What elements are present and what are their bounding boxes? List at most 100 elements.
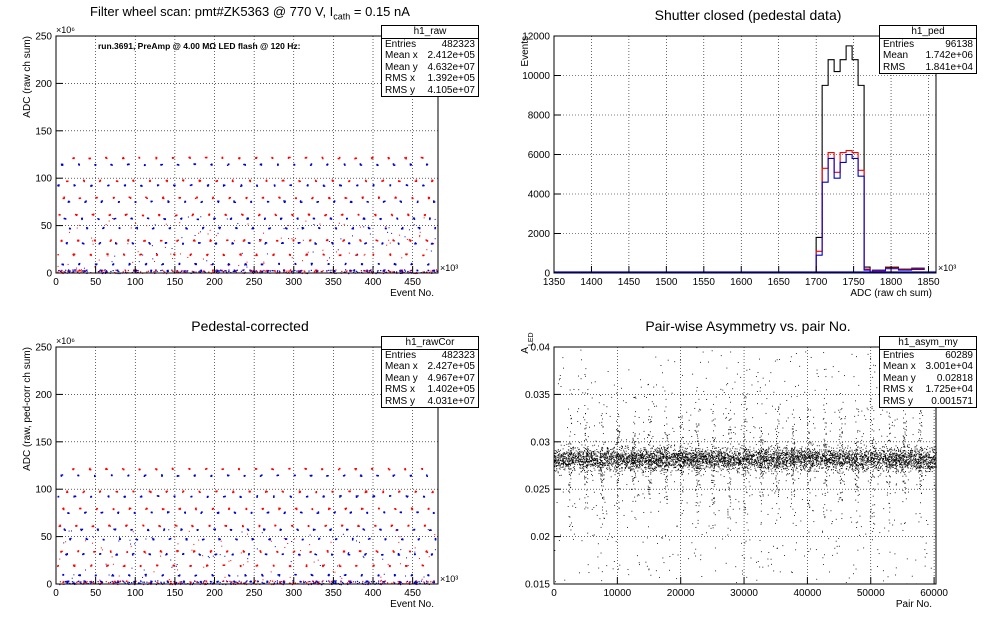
data-point xyxy=(264,491,267,493)
y-tick-label: 10000 xyxy=(522,71,550,82)
data-point xyxy=(297,529,299,531)
data-point xyxy=(100,582,102,584)
data-point xyxy=(275,214,277,217)
data-point xyxy=(798,465,800,467)
data-point xyxy=(397,554,400,556)
data-point xyxy=(210,474,213,477)
data-point xyxy=(410,269,412,271)
data-point xyxy=(61,550,63,553)
data-point xyxy=(203,580,206,582)
data-point xyxy=(207,184,210,186)
data-point xyxy=(84,512,86,514)
data-point xyxy=(91,237,93,239)
data-point xyxy=(398,490,401,492)
data-point xyxy=(354,468,356,470)
data-point xyxy=(924,459,926,461)
data-point xyxy=(895,464,897,466)
data-point xyxy=(113,218,115,220)
data-point xyxy=(335,538,338,540)
data-point xyxy=(402,226,404,229)
data-point xyxy=(289,467,291,470)
data-point xyxy=(414,242,416,245)
data-point xyxy=(801,455,803,457)
data-point xyxy=(119,580,122,582)
data-point xyxy=(162,197,164,199)
data-point xyxy=(77,474,79,477)
data-point xyxy=(125,525,127,527)
data-point xyxy=(698,452,700,454)
data-point xyxy=(91,525,93,528)
data-point xyxy=(621,452,623,454)
data-point xyxy=(786,470,788,472)
data-point xyxy=(318,227,320,229)
data-point xyxy=(256,496,258,498)
data-point xyxy=(433,581,435,584)
data-point xyxy=(116,180,119,183)
data-point xyxy=(923,462,925,464)
data-point xyxy=(322,184,325,187)
data-point xyxy=(617,467,619,469)
data-point xyxy=(114,242,117,245)
data-point xyxy=(238,468,240,471)
data-point xyxy=(753,461,754,463)
data-point xyxy=(98,271,101,273)
data-point xyxy=(266,271,269,274)
data-point xyxy=(265,180,267,182)
data-point xyxy=(189,184,192,187)
data-point xyxy=(392,239,394,242)
x-tick-label: 300 xyxy=(285,588,302,599)
data-point xyxy=(60,475,63,477)
data-point xyxy=(385,271,387,273)
data-point xyxy=(431,179,433,181)
data-point xyxy=(238,265,240,267)
data-point xyxy=(381,579,383,581)
plot-frame xyxy=(55,35,439,274)
data-point xyxy=(393,575,396,577)
data-point xyxy=(200,512,202,514)
data-point xyxy=(363,218,366,220)
data-point xyxy=(815,460,817,462)
data-point xyxy=(387,231,389,233)
data-point xyxy=(644,467,646,469)
data-point xyxy=(293,550,296,553)
data-point xyxy=(335,251,337,253)
data-point xyxy=(832,459,834,461)
data-point xyxy=(599,456,601,458)
data-point xyxy=(619,465,621,467)
data-point xyxy=(299,555,301,557)
data-point xyxy=(276,582,279,584)
y-tick-label: 4000 xyxy=(528,190,551,201)
data-point xyxy=(785,453,787,455)
x-tick-label: 1750 xyxy=(842,277,865,288)
data-point xyxy=(296,528,299,531)
data-point xyxy=(138,468,141,471)
data-point xyxy=(298,271,300,273)
data-point xyxy=(75,214,78,216)
data-point xyxy=(744,457,746,459)
data-point xyxy=(305,565,308,568)
data-point xyxy=(210,163,212,166)
data-point xyxy=(114,529,116,531)
data-point xyxy=(745,459,747,461)
data-point xyxy=(255,157,258,160)
data-point xyxy=(203,538,205,541)
data-point xyxy=(59,270,62,272)
data-point xyxy=(599,453,601,454)
data-point xyxy=(374,524,376,527)
data-point xyxy=(145,538,147,540)
data-point xyxy=(409,270,411,272)
data-point xyxy=(380,576,382,578)
data-point xyxy=(580,465,582,467)
data-point xyxy=(264,528,266,531)
x-tick-label: 50 xyxy=(90,277,102,288)
data-point xyxy=(292,580,294,582)
data-point xyxy=(81,217,83,219)
data-point xyxy=(152,258,154,260)
data-point xyxy=(792,456,794,458)
data-point xyxy=(176,581,178,584)
data-point xyxy=(220,270,222,272)
data-point xyxy=(359,226,361,228)
data-point xyxy=(668,452,670,454)
data-point xyxy=(90,254,92,257)
data-point xyxy=(432,490,434,493)
